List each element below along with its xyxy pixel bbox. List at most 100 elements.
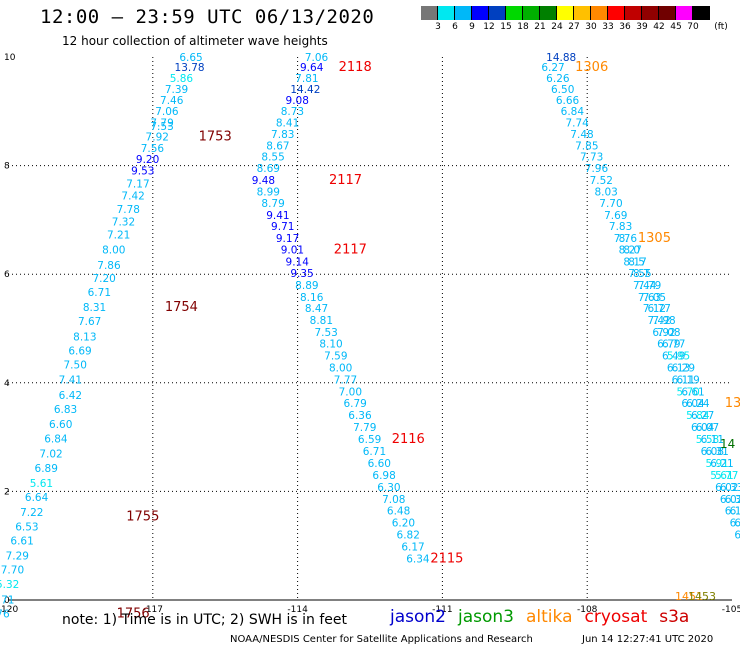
legend-swatch	[693, 6, 710, 20]
wave-height-value: 7.56	[141, 143, 165, 155]
wave-height-value: 9.14	[286, 257, 310, 269]
legend-label: 24	[551, 22, 563, 32]
wave-height-value: 7.41	[59, 374, 82, 386]
wave-height-value: 8.00	[102, 245, 125, 257]
legend-swatch	[455, 6, 472, 20]
legend-label: 6	[452, 22, 458, 32]
pass-time-label: 2117	[329, 173, 362, 188]
wave-height-value: 6.02	[715, 482, 738, 494]
wave-height-value: 6.31	[725, 494, 740, 506]
legend-swatch	[540, 6, 557, 20]
legend-label: 36	[619, 22, 631, 32]
wave-height-value: 8.81	[310, 315, 333, 327]
wave-height-value: 6.77	[648, 303, 671, 315]
wave-height-value: 7.53	[314, 327, 337, 339]
wave-height-value: 7.39	[165, 84, 188, 96]
edge-time-label: 1451	[675, 590, 703, 603]
satellite-jason3: jason3	[458, 607, 514, 627]
wave-height-value: 6.43	[734, 530, 740, 542]
wave-height-value: 6.61	[681, 386, 704, 398]
wave-height-value: 5.70	[676, 386, 699, 398]
satellite-jason2: jason2	[390, 607, 446, 627]
wave-height-value: 8.67	[266, 140, 289, 152]
wave-height-value: 8.27	[619, 245, 642, 257]
chart-title: 12:00 – 23:59 UTC 06/13/2020	[40, 6, 375, 28]
wave-height-value: 9.71	[271, 221, 294, 233]
wave-height-value: 9.41	[266, 210, 289, 222]
wave-height-value: 5.61	[710, 470, 733, 482]
wave-height-value: 6.66	[556, 95, 580, 107]
wave-height-value: 7.48	[570, 129, 593, 141]
wave-height-value: 7.70	[1, 564, 24, 576]
y-tick-label: 4	[4, 379, 10, 389]
x-tick-label: -111	[432, 605, 452, 615]
wave-height-value: 8.47	[305, 303, 328, 315]
wave-height-value: 6.84	[561, 106, 585, 118]
wave-height-value: 7.02	[39, 449, 62, 461]
y-tick-label: 6	[4, 270, 10, 280]
wave-height-value: 9.17	[276, 233, 299, 245]
pass-time-label: 1753	[199, 130, 232, 145]
wave-height-value: 8.17	[623, 257, 646, 269]
legend-label: 70	[687, 22, 699, 32]
wave-height-value: 7.55	[628, 268, 651, 280]
wave-height-value: 9.48	[252, 175, 275, 187]
legend-swatch	[421, 6, 438, 20]
wave-height-value: 8.0	[623, 245, 640, 257]
wave-height-value: 5.77	[715, 470, 738, 482]
pass-time-label: 1306	[575, 60, 608, 75]
wave-height-value: 9.01	[281, 245, 304, 257]
wave-height-value: 9.20	[136, 154, 159, 166]
wave-height-value: 7.92	[146, 132, 169, 144]
wave-height-value: 6.71	[88, 287, 111, 299]
wave-height-value: 7.53	[150, 121, 173, 133]
legend-color-bar	[421, 6, 732, 20]
wave-height-value: 7.78	[117, 204, 140, 216]
wave-height-value: 6.61	[10, 536, 33, 548]
wave-height-value: 5.32	[0, 579, 19, 591]
wave-height-value: 6.21	[710, 458, 733, 470]
x-tick-label: -120	[0, 605, 18, 615]
wave-height-value: 9.35	[290, 268, 313, 280]
wave-height-value: 6.76	[0, 608, 10, 620]
wave-height-value: 6.11	[672, 374, 695, 386]
wave-height-value: 6.71	[363, 446, 386, 458]
wave-height-value: 6.15	[725, 506, 740, 518]
wave-height-value: 7.83	[271, 129, 294, 141]
wave-height-value: 8.10	[319, 339, 342, 351]
satellite-altika: altika	[526, 607, 573, 627]
wave-height-value: 7.69	[604, 210, 627, 222]
wave-height-value: 6.19	[676, 374, 699, 386]
y-tick-label: 8	[4, 162, 10, 172]
wave-height-value: 5.91	[705, 458, 728, 470]
wave-height-value: 7.70	[599, 198, 622, 210]
wave-height-value: 7.81	[295, 73, 318, 85]
wave-height-value: 8.79	[261, 198, 284, 210]
y-tick-label: 0	[4, 596, 10, 606]
wave-height-value: 7.46	[160, 95, 184, 107]
legend-swatch	[489, 6, 506, 20]
wave-height-value: 7.52	[590, 175, 613, 187]
legend-swatch	[676, 6, 693, 20]
wave-height-value: 7.86	[97, 260, 121, 272]
x-tick-label: -108	[577, 605, 598, 615]
wave-height-value: 6.69	[68, 346, 91, 358]
wave-height-value: 8.89	[295, 280, 318, 292]
wave-height-value: 7.83	[609, 221, 632, 233]
wave-height-value: 8.73	[281, 106, 304, 118]
legend-label: 15	[500, 22, 512, 32]
wave-height-value: 6.89	[35, 463, 58, 475]
legend-swatch	[472, 6, 489, 20]
pass-time-label: 2117	[334, 243, 367, 258]
pass-time-label: 1755	[126, 510, 159, 525]
wave-height-value: 7.05	[643, 292, 666, 304]
wave-height-value: 6.53	[734, 518, 740, 530]
wave-height-value: 7.44	[633, 280, 657, 292]
wave-height-value: 6.60	[49, 419, 72, 431]
wave-height-value: 5.86	[170, 73, 194, 85]
wave-height-value: 6.50	[551, 84, 574, 96]
wave-height-value: 14.88	[546, 52, 576, 64]
wave-height-value: 6.60	[368, 458, 391, 470]
x-tick-label: -105	[722, 605, 740, 615]
legend-label: 42	[653, 22, 665, 32]
